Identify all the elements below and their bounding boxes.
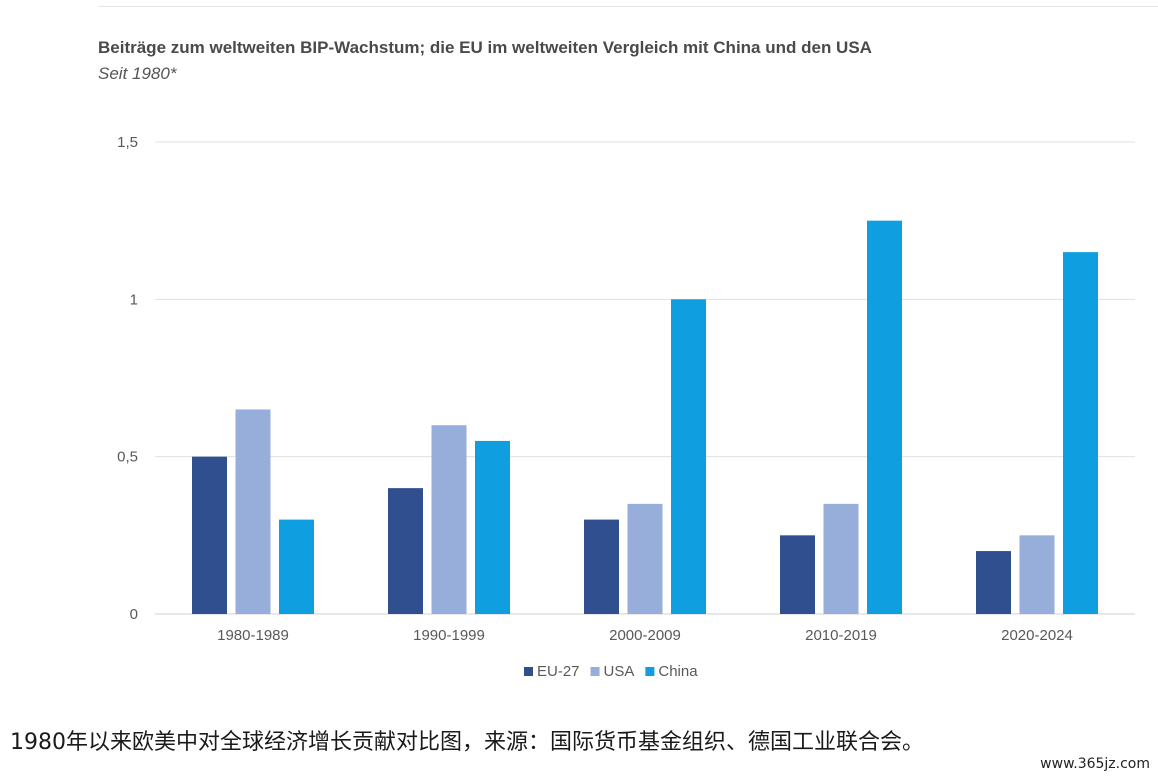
- bar-china-2000-2009: [671, 299, 706, 614]
- bar-usa-2020-2024: [1019, 535, 1055, 614]
- bar-eu-27-2020-2024: [976, 551, 1011, 614]
- bar-china-1980-1989: [279, 519, 314, 614]
- bar-usa-1980-1989: [235, 409, 271, 614]
- x-tick-label-3: 2010-2019: [805, 627, 877, 644]
- bar-usa-2000-2009: [627, 503, 663, 614]
- bars-layer: [192, 220, 1098, 614]
- x-tick-label-4: 2020-2024: [1001, 627, 1073, 644]
- chart-title: Beiträge zum weltweiten BIP-Wachstum; di…: [98, 38, 872, 57]
- watermark: www.365jz.com: [1040, 756, 1150, 772]
- image-caption: 1980年以来欧美中对全球经济增长贡献对比图，来源：国际货币基金组织、德国工业联…: [10, 730, 924, 755]
- legend-label-2: China: [658, 663, 698, 680]
- legend-swatch-0: [524, 667, 533, 676]
- legend-label-0: EU-27: [537, 663, 580, 680]
- y-tick-label-3: 1,5: [117, 134, 138, 151]
- y-axis-ticks: 0 0,5 1 1,5: [117, 134, 138, 623]
- x-tick-label-1: 1990-1999: [413, 627, 485, 644]
- bar-china-1990-1999: [475, 440, 510, 614]
- bar-eu-27-1980-1989: [192, 456, 227, 614]
- legend-label-1: USA: [604, 663, 635, 680]
- x-tick-label-0: 1980-1989: [217, 627, 289, 644]
- x-axis-ticks: 1980-1989 1990-1999 2000-2009 2010-2019 2020…: [217, 627, 1073, 644]
- chart-subtitle: Seit 1980*: [98, 64, 177, 83]
- bar-eu-27-1990-1999: [388, 488, 423, 614]
- y-tick-label-0: 0: [130, 606, 138, 623]
- legend-swatch-2: [645, 667, 655, 676]
- bar-usa-1990-1999: [431, 425, 467, 614]
- y-tick-label-2: 1: [130, 291, 138, 308]
- top-divider: [98, 6, 1158, 7]
- bar-china-2010-2019: [867, 220, 902, 614]
- bar-china-2020-2024: [1063, 252, 1098, 614]
- bar-usa-2010-2019: [823, 503, 859, 614]
- legend-swatch-1: [590, 667, 600, 676]
- bar-eu-27-2010-2019: [780, 535, 815, 614]
- y-tick-label-1: 0,5: [117, 449, 138, 466]
- legend: EU-27 USA China: [524, 663, 698, 680]
- bar-chart: 0 0,5 1 1,5 1980-1989 1990-1999 2000-2009 2010…: [117, 134, 1135, 680]
- bar-eu-27-2000-2009: [584, 519, 619, 614]
- x-tick-label-2: 2000-2009: [609, 627, 681, 644]
